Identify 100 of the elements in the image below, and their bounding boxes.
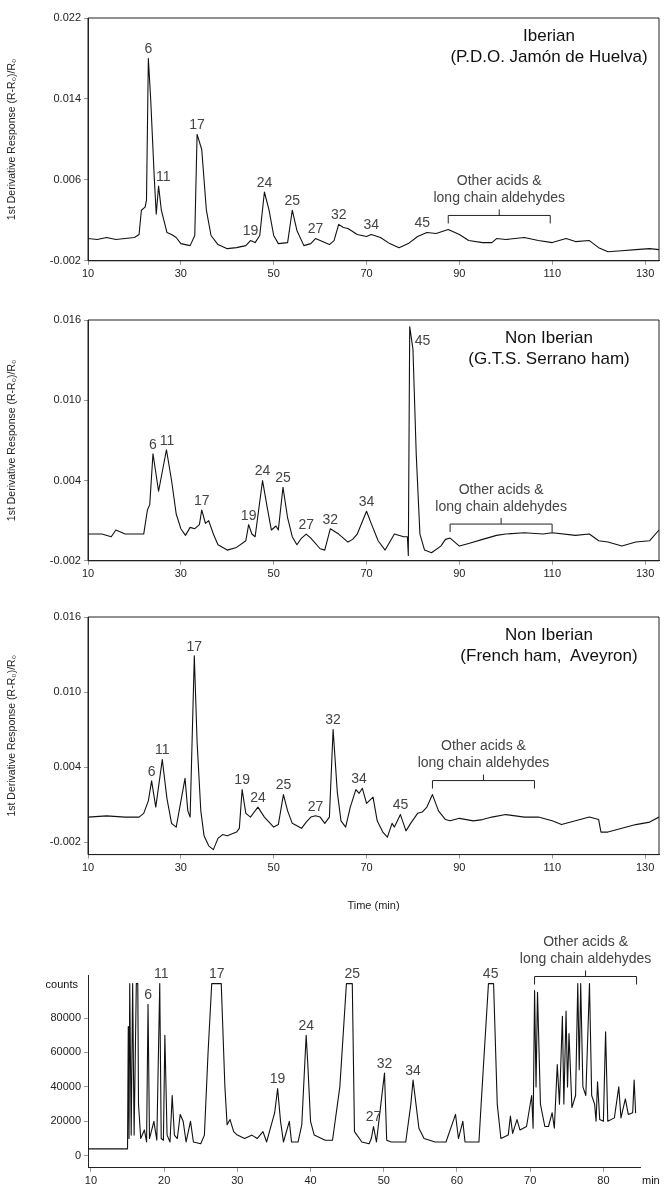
annotation: 32 [330,206,347,223]
annotation: 24 [256,173,273,190]
annotation: 24 [250,788,266,805]
y-tick-label: -0.002 [49,253,81,266]
annotation: 27 [298,515,315,532]
annotation: 34 [358,493,375,510]
x-tick-label: 30 [174,567,187,580]
annotation: 34 [363,216,380,233]
annotation: 34 [351,770,368,787]
x-tick-label: 10 [84,1174,98,1187]
annotation: 11 [155,741,170,758]
annotation: 25 [275,469,291,486]
text: (P.D.O. Jamón de Huelva) [450,47,648,67]
y-tick-label: 0.004 [53,760,81,773]
annotation: 6 [147,762,156,779]
annotation: 25 [275,776,292,793]
annotation: 11 [155,167,171,184]
annotation: 45 [414,214,431,231]
annotation: Other acids & long chain aldehydes [417,737,550,771]
annotation: 19 [240,506,257,523]
text: Non Iberian [505,328,593,348]
x-tick-label: 80 [597,1174,610,1187]
y-tick-label: 40000 [50,1079,81,1092]
y-axis-title: 1st Derivative Response (R-R₀)/R₀ [5,359,18,522]
y-tick-label: 0.016 [53,313,81,326]
x-tick-label: 110 [543,567,561,580]
x-tick-label: 110 [543,861,561,874]
x-tick-label: 130 [635,861,655,874]
annotation: 17 [189,116,206,133]
annotation: Other acids & long chain aldehydes [435,480,567,514]
annotation: 32 [376,1054,393,1071]
text: Non Iberian [505,625,593,645]
x-tick-label: 30 [174,861,187,874]
x-tick-label: 130 [635,267,655,280]
annotation: 45 [392,796,409,813]
annotation: 6 [144,986,153,1003]
annotation: 32 [325,711,342,728]
x-tick-label: 130 [635,567,655,580]
x-tick-label: 50 [267,861,280,874]
x-tick-label: 20 [158,1174,171,1187]
x-tick-label: 50 [377,1174,390,1187]
annotation: 19 [269,1070,286,1087]
y-tick-label: 0.022 [53,11,81,24]
x-tick-label: 30 [231,1174,244,1187]
annotation: 45 [414,331,431,348]
x-tick-label: 10 [81,267,95,280]
y-tick-label: 0.010 [53,685,81,698]
annotation: 19 [242,222,259,239]
x-tick-label: 50 [267,267,280,280]
y-axis-title: 1st Derivative Response (R-R₀)/R₀ [5,655,18,817]
y-tick-label: 0.004 [53,473,81,486]
annotation: Other acids & long chain aldehydes [519,933,652,967]
x-axis-title: Time (min) [347,899,400,912]
x-tick-label: 70 [360,267,373,280]
annotation: 27 [307,797,324,814]
y-tick-label: 0.006 [53,172,81,185]
y-tick-label: 0.010 [53,393,81,406]
annotation: 17 [193,491,210,508]
annotation: 11 [153,965,169,982]
annotation: 34 [405,1061,422,1078]
y-tick-label: -0.002 [49,553,81,566]
text: (G.T.S. Serrano ham) [468,349,630,369]
annotation: 45 [482,965,499,982]
annotation: 32 [322,510,339,527]
annotation: 6 [149,435,158,452]
annotation: 25 [344,965,361,982]
text: (French ham, Aveyron) [460,646,638,666]
x-tick-label: 60 [450,1174,464,1187]
text: Iberian [523,26,575,46]
annotation: 17 [209,965,225,982]
annotation: 24 [298,1017,315,1034]
y-tick-label: 0.016 [53,610,81,623]
x-tick-label: 70 [524,1174,537,1187]
x-tick-label: 10 [81,861,95,874]
x-axis-title: min [642,1174,660,1187]
x-tick-label: 50 [267,567,280,580]
x-tick-label: 40 [304,1174,317,1187]
y-axis-title: 1st Derivative Response (R-R₀)/R₀ [5,58,18,221]
y-tick-label: -0.002 [49,835,81,848]
annotation: 19 [234,771,251,788]
y-tick-label: 0 [74,1148,81,1161]
x-tick-label: 10 [81,567,95,580]
annotation: 24 [254,462,271,479]
x-tick-label: 30 [174,267,187,280]
x-tick-label: 70 [360,861,373,874]
annotation: Other acids & long chain aldehydes [433,172,566,206]
x-tick-label: 90 [453,861,466,874]
annotation: 6 [144,40,153,57]
x-tick-label: 70 [360,567,373,580]
x-tick-label: 90 [453,267,466,280]
x-tick-label: 110 [543,267,561,280]
y-axis-title: counts [45,978,79,991]
annotation: 17 [186,637,203,654]
y-tick-label: 60000 [50,1045,81,1058]
y-tick-label: 0.014 [53,91,81,104]
x-tick-label: 90 [453,567,466,580]
annotation: 27 [307,220,324,237]
annotation: 25 [284,192,301,209]
y-tick-label: 80000 [50,1011,81,1024]
y-tick-label: 20000 [50,1114,81,1127]
